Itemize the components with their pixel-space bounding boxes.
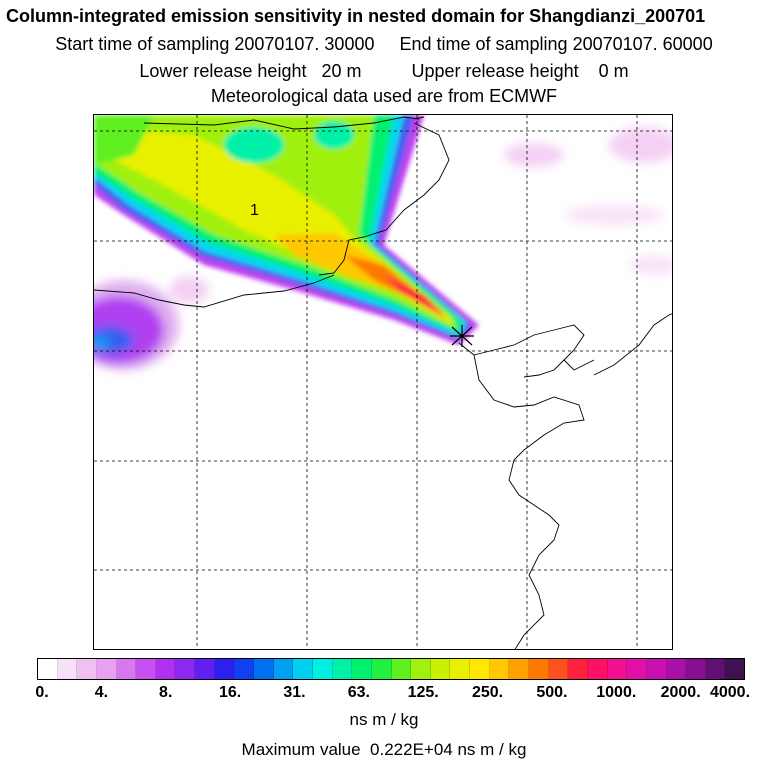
colorbar-swatch — [175, 659, 196, 679]
colorbar-swatch — [77, 659, 97, 679]
colorbar-tick-label: 4. — [94, 684, 109, 701]
colorbar-swatch — [391, 659, 412, 679]
colorbar-swatch — [332, 659, 353, 679]
colorbar-tick-label: 63. — [347, 684, 370, 701]
colorbar-swatch — [234, 659, 255, 679]
colorbar-tick-label: 8. — [159, 684, 173, 701]
colorbar-swatch — [666, 659, 687, 679]
colorbar-tick-label: 4000. — [709, 684, 751, 701]
contour-label: 1 — [250, 202, 259, 219]
colorbar-swatch — [254, 659, 274, 679]
colorbar-swatch — [116, 659, 137, 679]
colorbar-swatch — [509, 659, 530, 679]
colorbar-tick-label: 250. — [471, 684, 504, 701]
colorbar-tick-label: 31. — [283, 684, 306, 701]
colorbar-swatch — [489, 659, 510, 679]
colorbar-units: ns m / kg — [349, 710, 419, 729]
colorbar-swatch — [96, 659, 117, 679]
max-value-label: Maximum value 0.222E+04 ns m / kg — [241, 740, 527, 759]
colorbar-swatch — [371, 659, 392, 679]
colorbar-swatch — [587, 659, 608, 679]
colorbar-swatch — [627, 659, 647, 679]
map-canvas: 1 — [94, 115, 672, 649]
colorbar-swatch — [411, 659, 431, 679]
colorbar-swatch — [195, 659, 215, 679]
colorbar-swatch — [725, 659, 745, 679]
colorbar-swatch — [705, 659, 726, 679]
colorbar-swatch — [450, 659, 471, 679]
graticule — [94, 115, 672, 649]
colorbar-swatch — [529, 659, 549, 679]
colorbar-swatch — [646, 659, 667, 679]
main-plume — [94, 115, 479, 345]
sampling-time: Start time of sampling 20070107. 30000 E… — [55, 34, 713, 54]
coastlines — [94, 116, 672, 649]
west-plume — [94, 280, 179, 370]
colorbar-swatch — [548, 659, 569, 679]
colorbar-swatch — [293, 659, 313, 679]
receptor-marker — [450, 325, 474, 347]
colorbar-tick-label: 16. — [218, 684, 242, 701]
colorbar-swatch — [57, 659, 78, 679]
colorbar-tick-label: 2000. — [660, 684, 701, 701]
colorbar-swatch — [312, 659, 333, 679]
colorbar-swatch — [430, 659, 451, 679]
colorbar-swatch — [470, 659, 490, 679]
colorbar-swatch — [38, 659, 58, 679]
low-sensitivity-patches — [169, 127, 672, 304]
release-height: Lower release height 20 m Upper release … — [139, 61, 629, 81]
plot-title: Column-integrated emission sensitivity i… — [6, 6, 706, 26]
sensitivity-map: 1 — [93, 114, 673, 650]
colorbar-tick-label: 500. — [536, 684, 568, 701]
colorbar-swatch — [607, 659, 628, 679]
colorbar-swatch — [214, 659, 235, 679]
colorbar-tick-label: 0. — [35, 684, 49, 701]
colorbar-swatch — [352, 659, 372, 679]
colorbar-swatch — [686, 659, 706, 679]
meteo-source: Meteorological data used are from ECMWF — [210, 86, 558, 106]
colorbar-swatch — [273, 659, 294, 679]
colorbar-swatch — [155, 659, 176, 679]
colorbar-tick-label: 125. — [407, 684, 439, 701]
colorbar — [37, 658, 745, 680]
colorbar-swatch — [568, 659, 588, 679]
colorbar-swatch — [136, 659, 156, 679]
colorbar-tick-label: 1000. — [596, 684, 637, 701]
